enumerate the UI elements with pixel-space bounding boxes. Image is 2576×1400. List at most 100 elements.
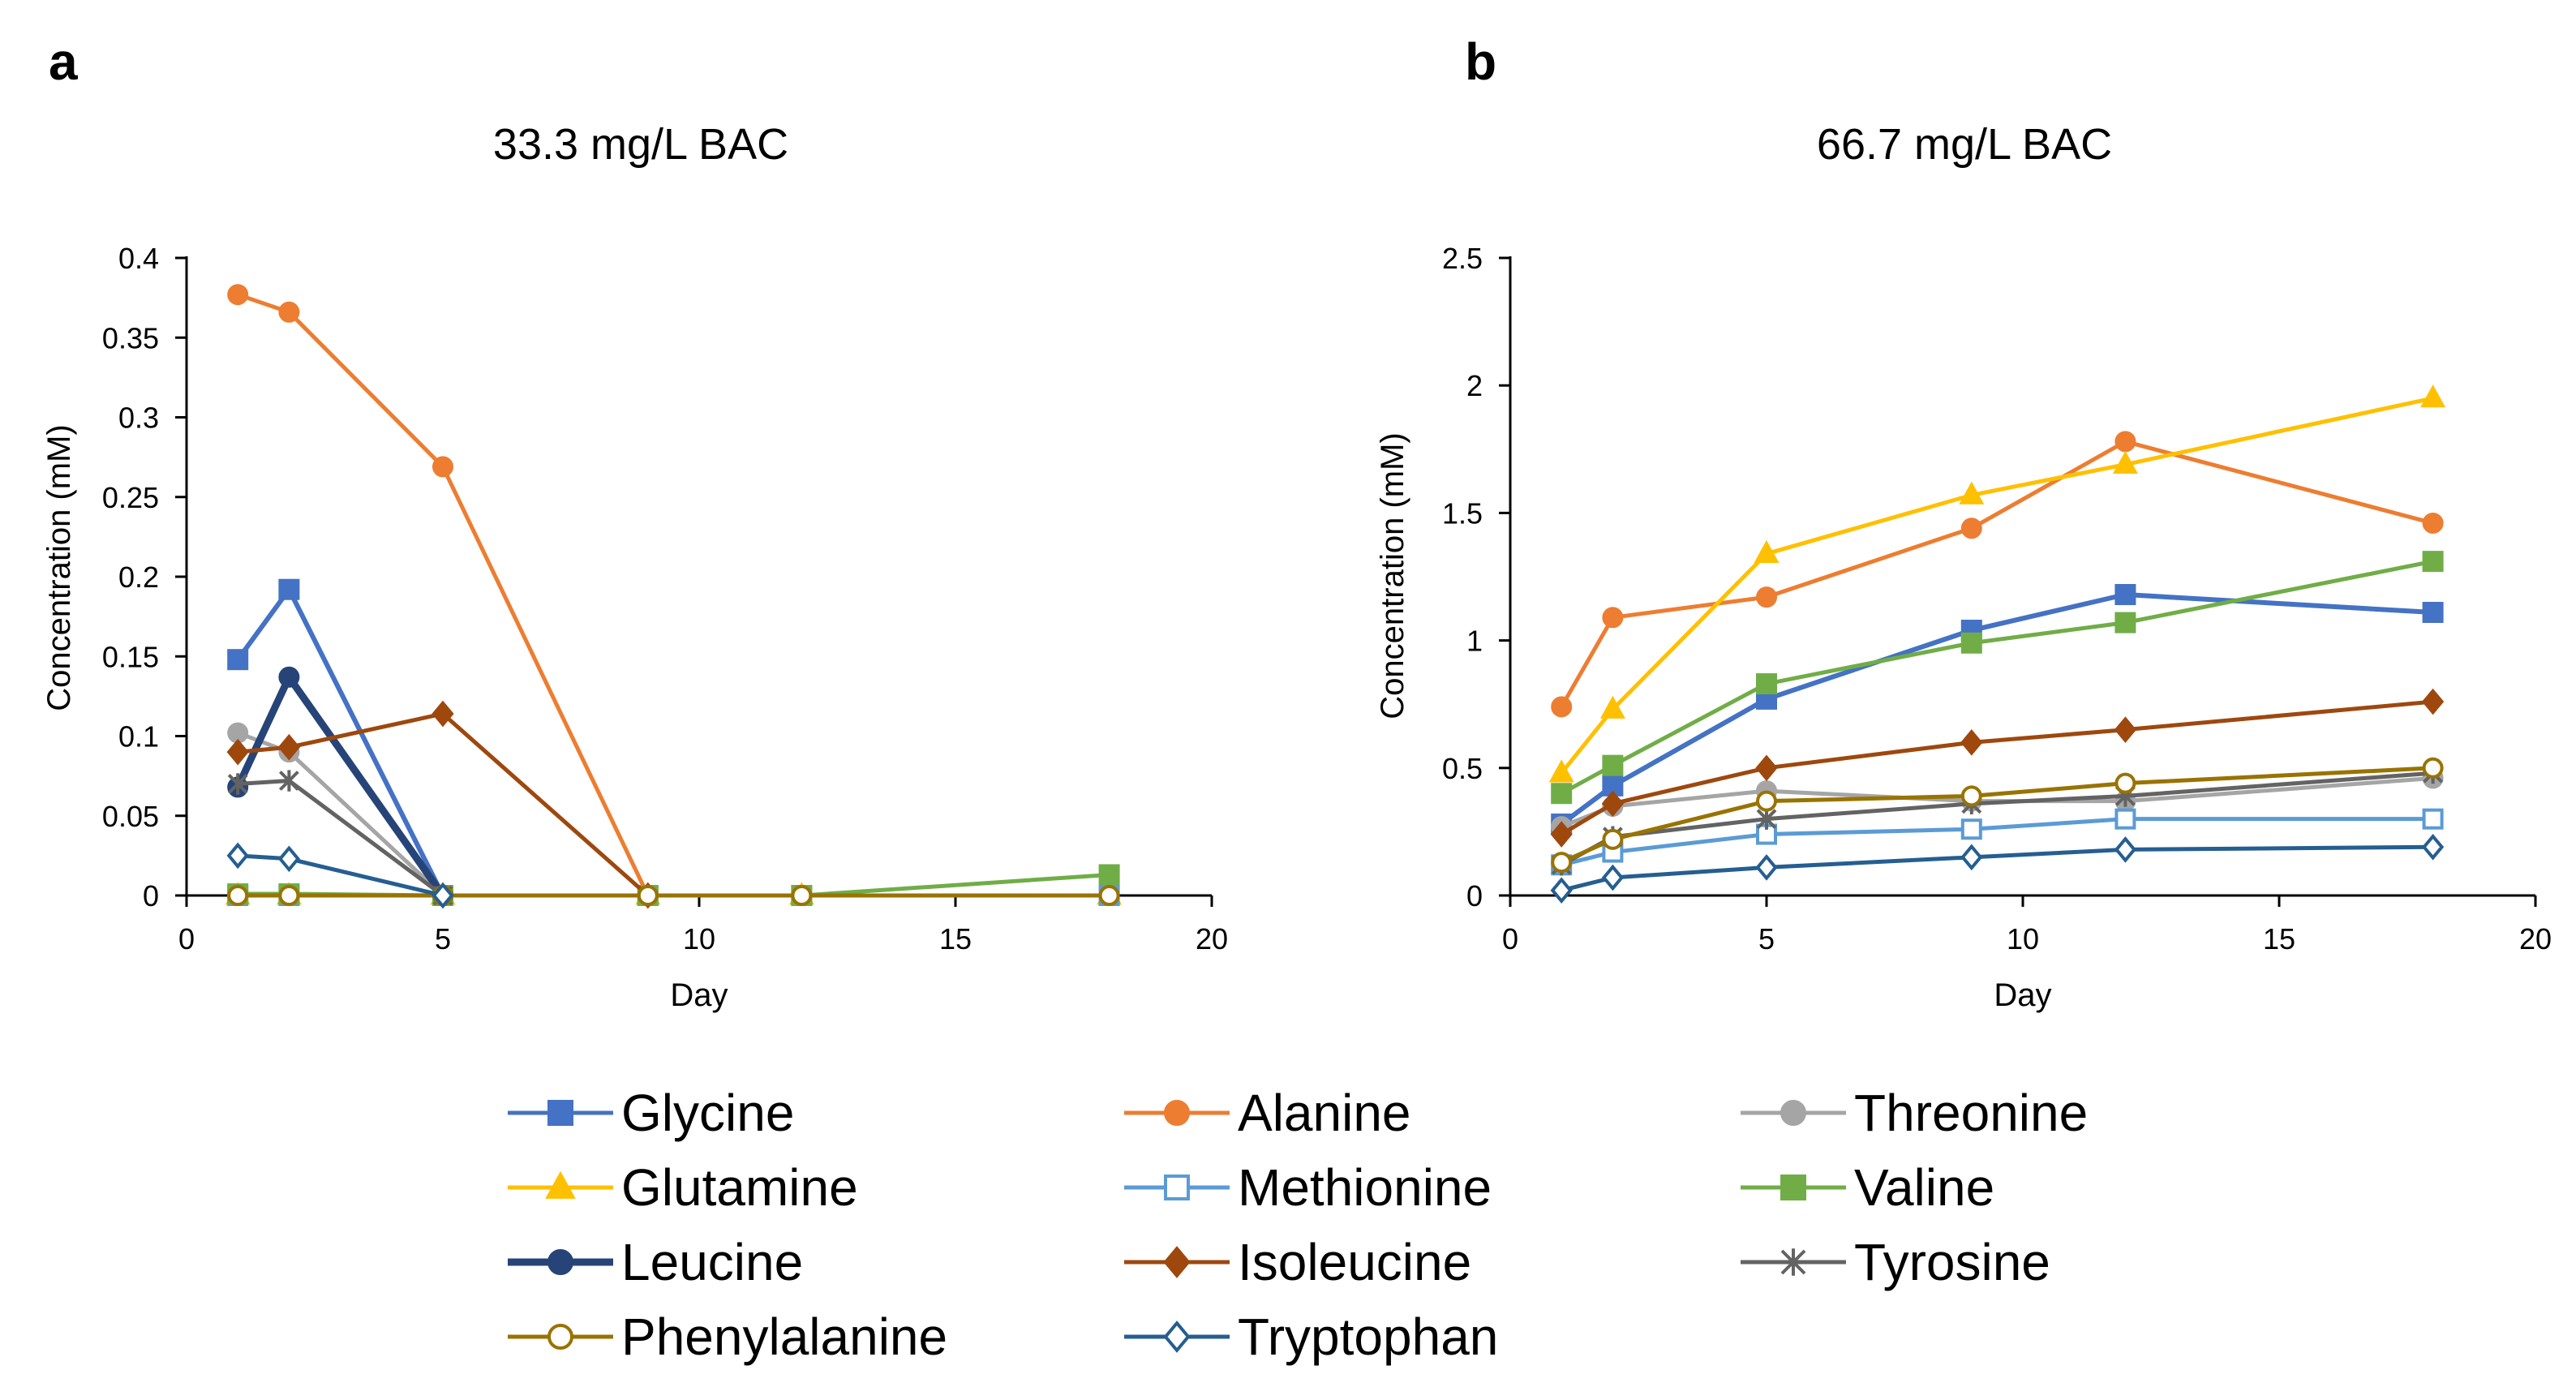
legend-label: Glutamine (621, 1158, 858, 1217)
legend-label: Alanine (1238, 1084, 1411, 1142)
data-point-phenylalanine (227, 885, 249, 906)
data-point-glutamine (1754, 539, 1780, 564)
data-point-isoleucine (1550, 821, 1573, 848)
legend-label: Valine (1854, 1158, 1994, 1217)
data-point-isoleucine (1960, 729, 1983, 756)
data-point-phenylalanine (1551, 852, 1573, 874)
data-point-phenylalanine (1098, 885, 1120, 906)
legend-item-tyrosine: Tyrosine (1741, 1233, 2050, 1291)
data-point-tyrosine (278, 770, 299, 792)
y-tick-label: 0 (1466, 879, 1483, 913)
x-axis-label-b: Day (1994, 977, 2051, 1013)
data-point-glycine (278, 578, 300, 600)
data-point-alanine (1960, 517, 1982, 539)
panel-label-a: a (49, 32, 78, 91)
y-tick-label: 0.5 (1442, 752, 1483, 785)
data-point-valine (1756, 673, 1777, 695)
chart-title-a: 33.3 mg/L BAC (493, 120, 788, 169)
series-alanine-b (1551, 431, 2444, 718)
series-line-tryptophan (238, 853, 444, 898)
legend-marker-phenylalanine (547, 1324, 573, 1350)
legend-label: Phenylalanine (621, 1308, 947, 1366)
legend-item-glycine: Glycine (508, 1084, 794, 1142)
data-point-glutamine (1959, 481, 1985, 505)
data-point-tyrosine (1756, 808, 1777, 830)
legend-marker-tryptophan (1163, 1321, 1191, 1353)
y-tick-label: 0.35 (102, 321, 159, 354)
data-point-valine (1551, 783, 1573, 805)
data-point-phenylalanine (791, 885, 813, 906)
data-point-phenylalanine (1960, 785, 1982, 807)
chart-panel-a: a 33.3 mg/L BAC 0 0.05 0.1 0.15 0.2 0.25 0.3 0.… (41, 32, 1228, 1013)
data-point-phenylalanine (1756, 790, 1777, 812)
legend-item-glutamine: Glutamine (508, 1158, 858, 1217)
chart-title-b: 66.7 mg/L BAC (1817, 120, 2112, 169)
data-point-phenylalanine (1602, 828, 1624, 850)
x-tick-label: 20 (2519, 922, 2552, 956)
y-tick-label: 0.2 (118, 560, 159, 594)
data-point-alanine (432, 456, 453, 478)
data-point-glutamine (2112, 450, 2138, 475)
legend-marker-leucine (547, 1249, 573, 1275)
chart-panel-b: b 66.7 mg/L BAC 0 0.5 1 1.5 2 2.5 0 5 10 15 20 Day… (1375, 32, 2552, 1013)
x-tick-label: 20 (1196, 922, 1228, 956)
series-line-alanine (237, 292, 650, 897)
legend-marker-tyrosine (1780, 1248, 1806, 1276)
legend-item-tryptophan: Tryptophan (1124, 1308, 1498, 1366)
data-point-leucine (278, 666, 300, 688)
series-tryptophan-a (226, 842, 454, 909)
data-point-alanine (1602, 607, 1624, 629)
data-point-glutamine (2420, 384, 2446, 408)
y-tick-label: 0.05 (102, 800, 159, 833)
data-point-alanine (1551, 696, 1573, 718)
series-tyrosine-a (227, 770, 453, 907)
series-line-isoleucine (237, 711, 650, 897)
y-tick-label: 1.5 (1442, 496, 1483, 530)
data-point-isoleucine (431, 700, 454, 728)
data-point-tryptophan (1960, 844, 1983, 871)
series-isoleucine-b (1550, 688, 2445, 848)
data-point-tryptophan (431, 882, 454, 909)
legend-label: Methionine (1238, 1158, 1492, 1217)
data-point-isoleucine (226, 738, 249, 766)
data-point-glycine (2422, 602, 2444, 624)
series-valine-a (227, 864, 1120, 906)
data-point-alanine (278, 301, 300, 323)
data-point-phenylalanine (637, 885, 659, 906)
legend-item-methionine: Methionine (1124, 1158, 1492, 1217)
legend-label: Isoleucine (1238, 1233, 1471, 1291)
data-point-methionine (2422, 808, 2444, 830)
x-tick-label: 15 (939, 922, 972, 956)
legend-marker-methionine (1164, 1175, 1190, 1200)
legend-marker-isoleucine (1163, 1246, 1191, 1278)
legend-item-threonine: Threonine (1741, 1084, 2088, 1142)
data-point-isoleucine (1755, 754, 1778, 782)
legend-item-leucine: Leucine (508, 1233, 803, 1291)
x-tick-label: 0 (1502, 922, 1518, 956)
series-phenylalanine-b (1551, 757, 2444, 874)
data-point-valine (2114, 612, 2136, 633)
y-tick-label: 0.15 (102, 640, 159, 673)
legend-marker-glutamine (545, 1170, 576, 1199)
data-point-tryptophan (277, 845, 301, 873)
data-point-tryptophan (1755, 854, 1778, 881)
x-tick-label: 10 (683, 922, 715, 956)
data-point-methionine (1960, 818, 1982, 840)
series-valine-b (1551, 551, 2444, 805)
data-point-glycine (2114, 584, 2136, 606)
data-point-valine (1602, 754, 1624, 776)
data-point-phenylalanine (2422, 757, 2444, 779)
data-point-methionine (2114, 808, 2136, 830)
series-isoleucine-a (226, 700, 659, 909)
data-point-glutamine (1599, 695, 1625, 719)
data-point-tryptophan (2421, 833, 2445, 861)
y-tick-label: 0.4 (118, 242, 159, 275)
data-point-tryptophan (1550, 877, 1573, 904)
data-point-isoleucine (277, 733, 301, 761)
legend-label: Tryptophan (1238, 1308, 1498, 1366)
series-line-alanine (1560, 439, 2434, 708)
series-glutamine-b (1548, 384, 2446, 783)
series-line-valine (1560, 559, 2434, 796)
x-axis-label-a: Day (670, 977, 728, 1013)
